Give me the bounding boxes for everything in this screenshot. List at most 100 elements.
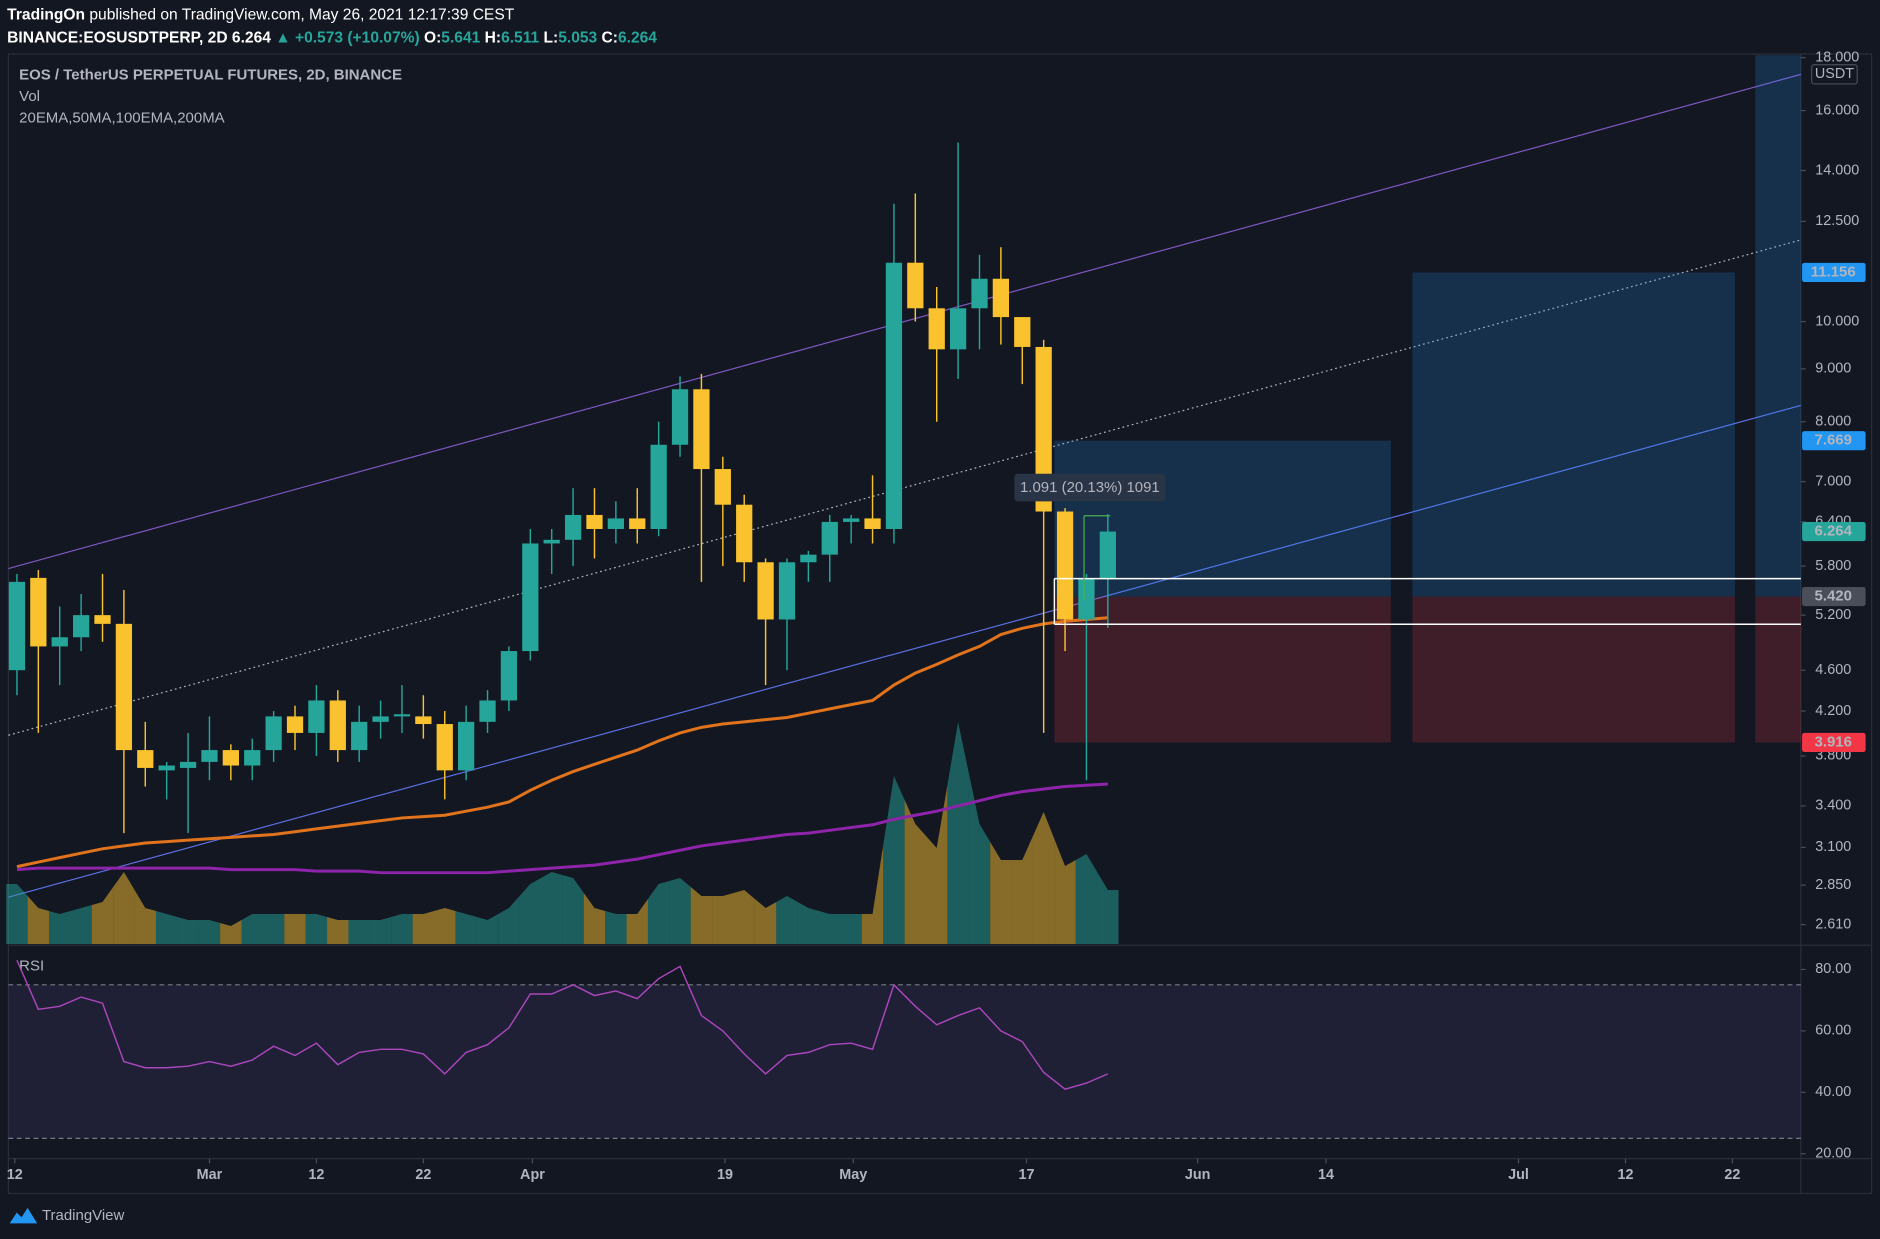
volume <box>391 913 413 944</box>
candle-body <box>971 278 988 309</box>
candle-body <box>949 308 967 350</box>
c-value: 6.264 <box>618 29 657 46</box>
frame <box>7 53 1873 1195</box>
candle-body <box>671 389 689 445</box>
published: published on TradingView.com, May 26, 20… <box>89 7 514 24</box>
channel-mid <box>8 239 1802 736</box>
candle-body <box>714 469 731 505</box>
volume <box>562 874 584 944</box>
rsi-tick-label: 60.00 <box>1815 1023 1851 1039</box>
volume <box>712 892 734 944</box>
author: TradingOn <box>7 7 85 24</box>
drawings-back <box>8 55 1802 898</box>
rsi-band <box>8 984 1801 1139</box>
c-label: C: <box>602 29 618 46</box>
last: 6.264 <box>232 29 271 46</box>
volume <box>776 895 798 944</box>
candle-body <box>372 716 389 722</box>
candle-body <box>1014 317 1031 347</box>
volume <box>797 901 820 944</box>
y-tick-label: 16.000 <box>1815 102 1859 118</box>
candle-body <box>8 581 26 671</box>
candle-body <box>51 637 68 647</box>
candle-body <box>800 554 817 563</box>
currency-box <box>1811 64 1858 85</box>
y-tick-label: 2.610 <box>1815 916 1851 932</box>
volume <box>861 844 884 944</box>
y-tick-label: 3.400 <box>1815 798 1851 814</box>
candle-body <box>907 262 924 309</box>
candle-body <box>393 714 411 717</box>
price-tag <box>1802 431 1866 451</box>
volume <box>733 889 755 944</box>
candle-body <box>137 750 154 768</box>
candle-body <box>629 518 646 529</box>
price-tag <box>1802 732 1866 753</box>
price-tag-label: 3.916 <box>1815 733 1852 750</box>
price-tag-label: 5.420 <box>1815 587 1852 604</box>
volume <box>113 871 135 944</box>
candle-body <box>244 750 261 766</box>
candle-body <box>885 262 903 529</box>
volume <box>605 910 627 944</box>
volume <box>626 898 648 944</box>
profit-zone <box>1755 55 1801 597</box>
candle-body <box>351 721 368 751</box>
x-tick-label: Apr <box>520 1167 545 1183</box>
candle-body <box>843 518 860 522</box>
currency: USDT <box>1815 66 1854 82</box>
y-tick-label: 12.500 <box>1815 213 1859 229</box>
candle-body <box>72 615 90 638</box>
x-tick-label: 17 <box>1019 1167 1035 1183</box>
x-tick-label: Jun <box>1185 1167 1211 1183</box>
candle-body <box>864 518 881 529</box>
volume <box>754 898 777 944</box>
volume <box>241 913 263 944</box>
quote-line: BINANCE:EOSUSDTPERP, 2D 6.264 ▲ +0.573 (… <box>7 29 657 46</box>
x-tick-label: 12 <box>1617 1167 1633 1183</box>
indicators-label: 20EMA,50MA,100EMA,200MA <box>19 110 224 127</box>
candle-body <box>94 615 111 624</box>
header-line: TradingOn published on TradingView.com, … <box>7 7 515 24</box>
candle-body <box>650 444 667 529</box>
volume <box>91 886 114 944</box>
y-tick-label: 4.600 <box>1815 662 1851 678</box>
x-tick-label: 22 <box>415 1167 431 1183</box>
rsi-tick-label: 20.00 <box>1815 1146 1851 1162</box>
candle-body <box>757 562 774 620</box>
measure-box <box>1014 473 1166 502</box>
candle-body <box>1056 511 1074 620</box>
candle-body <box>115 623 133 751</box>
y-tick-label: 14.000 <box>1815 162 1859 178</box>
candle-body <box>821 521 838 555</box>
price-tag <box>1802 586 1866 607</box>
volume <box>947 722 969 944</box>
x-tick-label: 19 <box>717 1167 733 1183</box>
volume <box>990 841 1012 944</box>
h-value: 6.511 <box>501 29 539 46</box>
volume <box>476 913 499 944</box>
volume <box>6 883 28 944</box>
volume <box>541 871 563 944</box>
candle-body <box>693 389 710 470</box>
x-tick-label: Jul <box>1508 1167 1529 1183</box>
volume <box>177 916 199 944</box>
volume <box>968 773 991 944</box>
volume <box>305 913 328 944</box>
stop-zone <box>1755 596 1801 743</box>
l-label: L: <box>544 29 559 46</box>
volume <box>1011 835 1033 944</box>
volume <box>1054 838 1076 944</box>
y-tick-label: 4.200 <box>1815 703 1851 719</box>
volume <box>690 886 713 944</box>
l-value: 5.053 <box>558 29 597 46</box>
volume <box>49 910 71 944</box>
candle-body <box>992 278 1010 318</box>
volume <box>519 877 542 944</box>
volume <box>926 785 948 944</box>
price-tag-label: 6.264 <box>1815 523 1853 540</box>
y-tick-label: 9.000 <box>1815 361 1851 377</box>
candle-body <box>543 539 560 544</box>
